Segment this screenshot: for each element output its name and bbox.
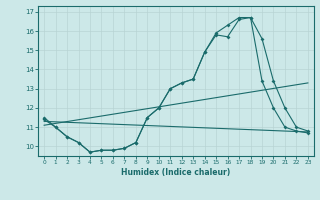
X-axis label: Humidex (Indice chaleur): Humidex (Indice chaleur) xyxy=(121,168,231,177)
